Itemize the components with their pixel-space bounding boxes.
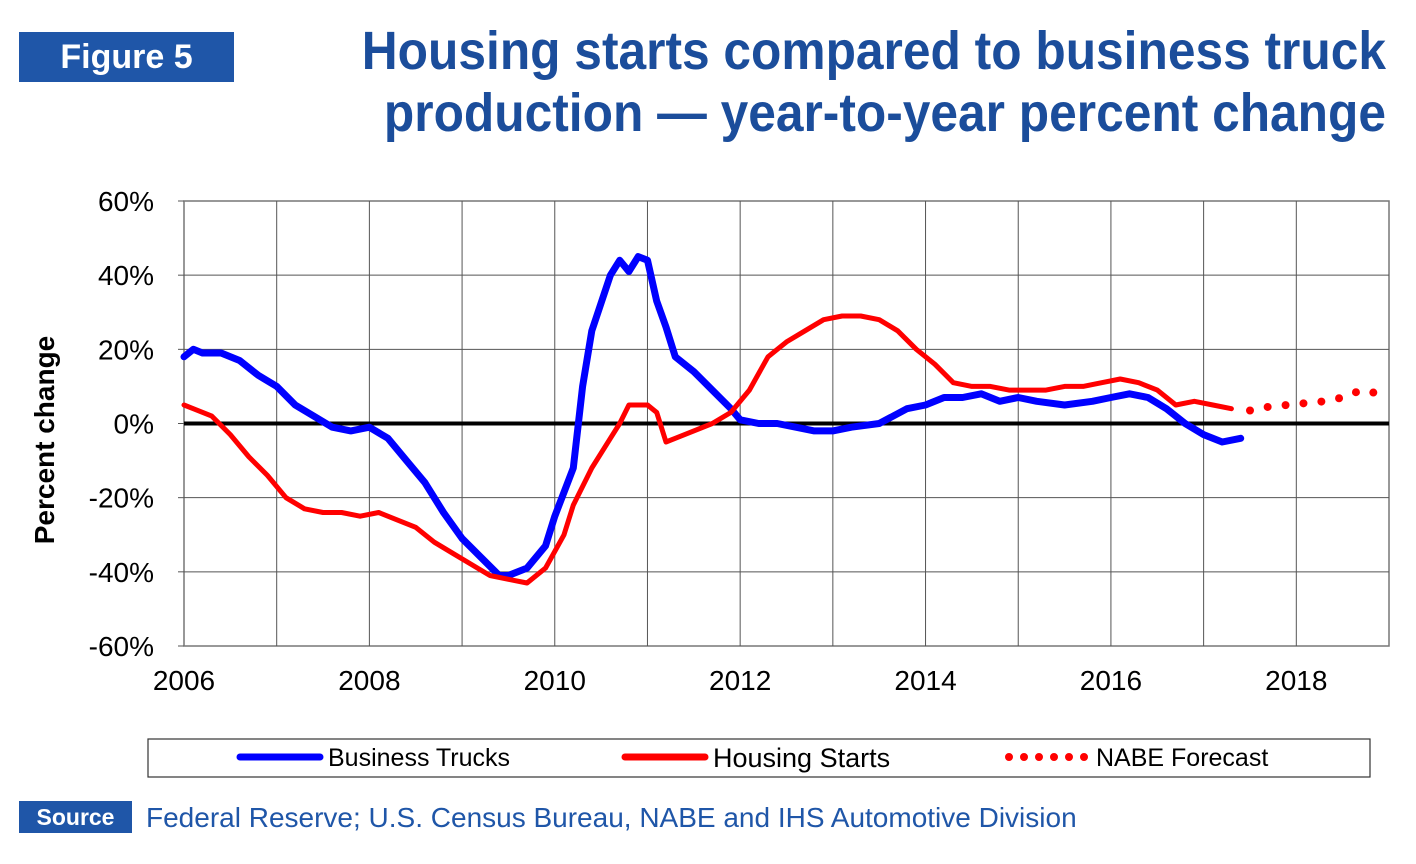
x-tick-label: 2016 <box>1080 665 1142 696</box>
series-business-trucks <box>180 253 1245 579</box>
x-tick-labels: 2006 2008 2010 2012 2014 2016 2018 <box>153 665 1328 696</box>
series-housing-starts <box>181 313 1234 586</box>
y-tick-label: 20% <box>98 334 154 365</box>
legend: Business Trucks Housing Starts NABE Fore… <box>147 738 1371 778</box>
y-tick-label: -40% <box>89 557 154 588</box>
chart: 60% 40% 20% 0% -20% -40% -60% 2006 2008 2010 2012… <box>29 186 1390 778</box>
x-tick-label: 2014 <box>894 665 956 696</box>
legend-label-housing: Housing Starts <box>713 743 890 773</box>
y-tick-labels: 60% 40% 20% 0% -20% -40% -60% <box>89 186 184 662</box>
source-label: Source <box>19 801 132 833</box>
series-lines <box>180 253 1384 586</box>
y-tick-label: -20% <box>89 483 154 514</box>
series-nabe-forecast <box>1246 385 1384 415</box>
source-text: Federal Reserve; U.S. Census Bureau, NAB… <box>146 802 1077 833</box>
x-tick-label: 2010 <box>524 665 586 696</box>
x-tick-label: 2008 <box>338 665 400 696</box>
legend-label-trucks: Business Trucks <box>328 744 510 772</box>
legend-label-forecast: NABE Forecast <box>1096 744 1268 772</box>
x-tick-label: 2018 <box>1265 665 1327 696</box>
y-tick-label: 60% <box>98 186 154 217</box>
y-axis-label: Percent change <box>29 336 60 545</box>
chart-title: Housing starts compared to business truc… <box>361 21 1386 143</box>
y-tick-label: -60% <box>89 631 154 662</box>
figure-label: Figure 5 <box>19 32 234 82</box>
x-tick-label: 2012 <box>709 665 771 696</box>
x-tick-label: 2006 <box>153 665 215 696</box>
y-tick-label: 40% <box>98 260 154 291</box>
y-tick-label: 0% <box>114 409 154 440</box>
